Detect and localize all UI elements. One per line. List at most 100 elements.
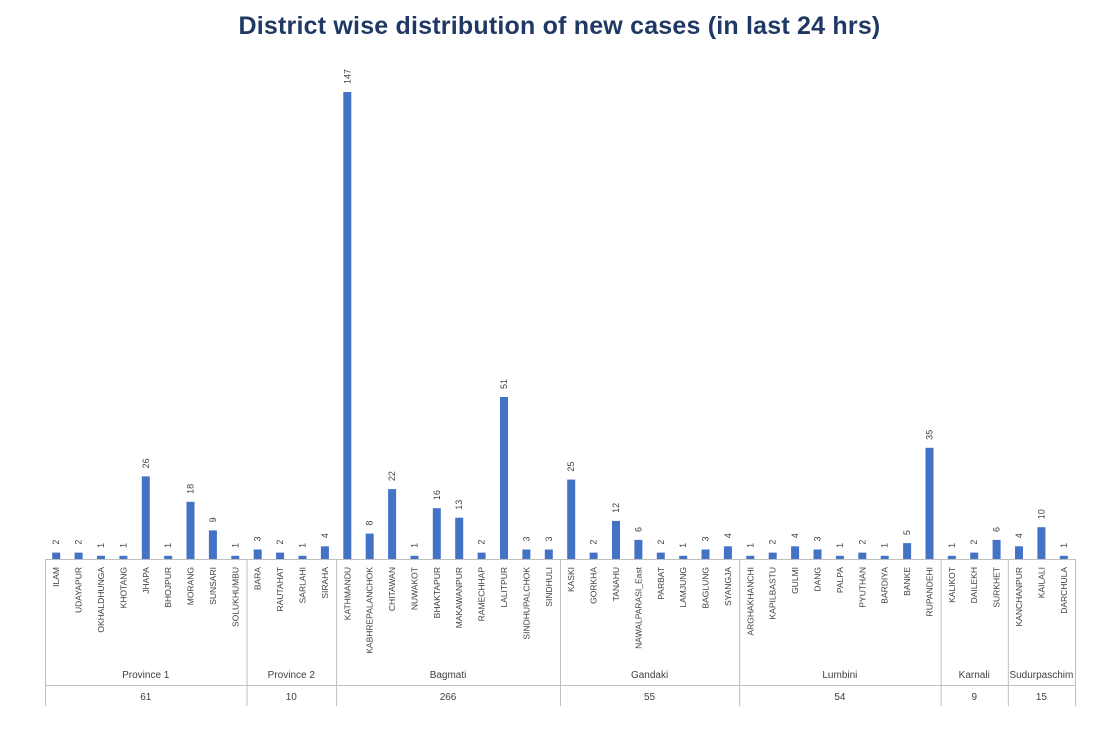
data-label: 1 <box>1059 543 1069 548</box>
data-label: 2 <box>656 540 666 545</box>
bar-baglung <box>701 549 710 559</box>
category-label: NUWAKOT <box>409 567 419 610</box>
category-label: RUPANDEHI <box>924 567 934 616</box>
category-label: BHAKTAPUR <box>432 567 442 618</box>
bar-gulmi <box>791 546 800 559</box>
category-label: SIRAHA <box>320 567 330 599</box>
data-label: 18 <box>186 484 196 494</box>
bar-morang <box>186 501 195 559</box>
group-name-province-2: Province 2 <box>268 670 316 681</box>
data-label: 4 <box>790 533 800 538</box>
data-label: 9 <box>208 517 218 522</box>
category-label: DANG <box>813 567 823 592</box>
bar-surkhet <box>992 539 1001 559</box>
bar-chitawan <box>388 489 397 559</box>
data-label: 2 <box>768 540 778 545</box>
bar-bhaktapur <box>432 508 441 559</box>
category-label: MORANG <box>186 567 196 605</box>
data-label: 2 <box>51 540 61 545</box>
category-label: KALIKOT <box>947 567 957 603</box>
bar-pyuthan <box>858 552 867 559</box>
category-label: KABHREPALANCHOK <box>365 567 375 654</box>
data-label: 5 <box>902 530 912 535</box>
bar-rupandehi <box>925 447 934 559</box>
data-label: 25 <box>566 462 576 472</box>
bar-makawanpur <box>455 517 464 559</box>
data-label: 10 <box>1036 509 1046 519</box>
bar-darchula <box>1059 555 1068 559</box>
group-name-province-1: Province 1 <box>122 670 170 681</box>
data-label: 4 <box>723 533 733 538</box>
data-label: 1 <box>96 543 106 548</box>
category-label: SUNSARI <box>208 567 218 605</box>
data-label: 6 <box>633 527 643 532</box>
group-name-bagmati: Bagmati <box>430 670 467 681</box>
bar-siraha <box>320 546 329 559</box>
data-label: 35 <box>924 430 934 440</box>
bar-udayapur <box>74 552 83 559</box>
data-label: 147 <box>342 69 352 84</box>
data-label: 3 <box>544 536 554 541</box>
data-label: 1 <box>947 543 957 548</box>
data-label: 1 <box>880 543 890 548</box>
group-name-karnali: Karnali <box>959 670 990 681</box>
category-label: LAMJUNG <box>678 567 688 608</box>
category-label: MAKAWANPUR <box>454 567 464 628</box>
bar-sindhupalchok <box>522 549 531 559</box>
category-label: PARBAT <box>656 567 666 600</box>
category-label: KASKI <box>566 567 576 592</box>
category-label: LALITPUR <box>499 567 509 608</box>
group-total-province-2: 10 <box>286 692 298 703</box>
data-label: 26 <box>141 458 151 468</box>
data-label: 1 <box>835 543 845 548</box>
data-label: 22 <box>387 471 397 481</box>
bar-kabhrepalanchok <box>365 533 374 559</box>
category-label: UDAYAPUR <box>74 567 84 613</box>
bar-solukhumbu <box>231 555 240 559</box>
category-label: ARGHAKHANCHI <box>745 567 755 635</box>
category-label: BARA <box>253 567 263 590</box>
bar-sarlahi <box>298 555 307 559</box>
bar-lamjung <box>679 555 688 559</box>
bar-gorkha <box>589 552 598 559</box>
group-name-sudurpaschim: Sudurpaschim <box>1009 670 1073 681</box>
category-label: KATHMANDU <box>342 567 352 620</box>
data-label: 3 <box>701 536 711 541</box>
data-label: 12 <box>611 503 621 513</box>
bar-parbat <box>656 552 665 559</box>
bar-bara <box>253 549 262 559</box>
category-label: GULMI <box>790 567 800 594</box>
data-label: 13 <box>454 500 464 510</box>
data-label: 1 <box>409 543 419 548</box>
chart-title: District wise distribution of new cases … <box>238 12 881 40</box>
bar-ilam <box>52 552 61 559</box>
data-label: 2 <box>275 540 285 545</box>
category-label: JHAPA <box>141 567 151 594</box>
group-total-gandaki: 55 <box>644 692 656 703</box>
bar-bardiya <box>880 555 889 559</box>
bar-kaski <box>567 479 576 559</box>
data-label: 2 <box>969 540 979 545</box>
category-label: BANKE <box>902 567 912 596</box>
group-total-karnali: 9 <box>971 692 977 703</box>
bar-bhojpur <box>164 555 173 559</box>
group-name-lumbini: Lumbini <box>822 670 857 681</box>
bar-nuwakot <box>410 555 419 559</box>
data-label: 1 <box>298 543 308 548</box>
category-label: PYUTHAN <box>857 567 867 608</box>
category-label: KHOTANG <box>118 567 128 608</box>
category-label: KAPILBASTU <box>768 567 778 619</box>
data-label: 2 <box>589 540 599 545</box>
category-label: PALPA <box>835 567 845 593</box>
bar-okhaldhunga <box>97 555 105 559</box>
data-label: 6 <box>992 527 1002 532</box>
bar-sunsari <box>208 530 217 559</box>
category-label: SURKHET <box>992 567 1002 608</box>
data-label: 3 <box>253 536 263 541</box>
bar-dang <box>813 549 822 559</box>
data-label: 8 <box>365 521 375 526</box>
bar-nawalparasi_east <box>634 539 643 559</box>
data-label: 1 <box>745 543 755 548</box>
bar-palpa <box>835 555 844 559</box>
